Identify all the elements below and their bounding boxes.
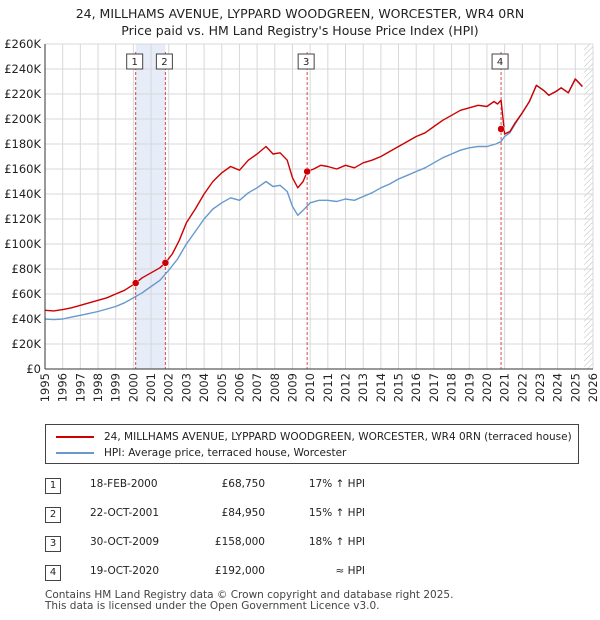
- x-tick-label: 2012: [339, 373, 353, 402]
- y-tick-label: £240K: [4, 62, 41, 76]
- sale-marker-label: 1: [131, 57, 137, 68]
- x-tick-label: 2019: [462, 373, 476, 402]
- sale-number-badge: 4: [45, 565, 61, 581]
- chart-title: 24, MILLHAMS AVENUE, LYPPARD WOODGREEN, …: [0, 5, 600, 39]
- sale-marker-box: [491, 53, 509, 70]
- x-tick-label: 2010: [303, 373, 317, 402]
- y-tick-label: £120K: [4, 212, 41, 226]
- sale-date: 18-FEB-2000: [90, 478, 158, 490]
- sale-marker-label: 4: [497, 57, 503, 68]
- property-series-line: [44, 78, 583, 312]
- sale-point: [497, 125, 505, 133]
- x-tick-label: 2025: [568, 373, 582, 402]
- shaded-period: [135, 44, 166, 369]
- x-tick-label: 2000: [126, 373, 140, 402]
- footer-licence: This data is licensed under the Open Gov…: [45, 600, 380, 612]
- x-tick-label: 2006: [232, 373, 246, 402]
- y-tick-label: £60K: [12, 287, 42, 301]
- x-tick-label: 1999: [109, 373, 123, 402]
- sale-point: [303, 167, 311, 176]
- sale-marker-box: [155, 53, 173, 70]
- x-tick-label: 2021: [498, 373, 512, 402]
- x-tick-label: 2023: [533, 373, 547, 402]
- y-tick-label: £140K: [4, 187, 41, 201]
- x-tick-label: 2015: [392, 373, 406, 402]
- x-tick-label: 2005: [215, 373, 229, 402]
- x-tick-label: 2013: [356, 373, 370, 402]
- x-tick-label: 2026: [586, 373, 600, 402]
- sale-price: £158,000: [214, 536, 265, 548]
- sale-number-badge: 3: [45, 536, 61, 552]
- legend-swatch-hpi: [56, 452, 94, 454]
- sale-hpi-comparison: 17% ↑ HPI: [308, 478, 365, 490]
- y-tick-label: £220K: [4, 87, 41, 101]
- x-tick-label: 2014: [374, 373, 388, 402]
- x-tick-label: 2018: [445, 373, 459, 402]
- sale-point: [161, 259, 170, 267]
- y-tick-label: £160K: [4, 162, 41, 176]
- sale-point: [131, 279, 140, 287]
- legend-swatch-property: [56, 436, 94, 438]
- footer-copyright: Contains HM Land Registry data © Crown c…: [45, 589, 454, 601]
- legend-label-property: 24, MILLHAMS AVENUE, LYPPARD WOODGREEN, …: [104, 431, 572, 443]
- y-tick-label: £100K: [4, 237, 41, 251]
- sale-date: 30-OCT-2009: [90, 536, 159, 548]
- x-tick-label: 1996: [56, 373, 70, 402]
- title-line-1: 24, MILLHAMS AVENUE, LYPPARD WOODGREEN, …: [75, 6, 525, 21]
- legend-item-property: 24, MILLHAMS AVENUE, LYPPARD WOODGREEN, …: [56, 430, 572, 444]
- footer: Contains HM Land Registry data © Crown c…: [45, 590, 453, 612]
- sale-marker-box: [297, 53, 315, 70]
- x-tick-label: 2016: [409, 373, 423, 402]
- y-tick-label: £80K: [12, 262, 42, 276]
- sale-price: £192,000: [214, 565, 265, 577]
- sale-marker-label: 3: [303, 57, 309, 68]
- sale-date: 22-OCT-2001: [90, 507, 159, 519]
- forecast-hatch: [584, 44, 593, 369]
- legend: 24, MILLHAMS AVENUE, LYPPARD WOODGREEN, …: [45, 424, 579, 464]
- x-tick-label: 2024: [551, 373, 565, 402]
- x-tick-label: 2001: [144, 373, 158, 402]
- x-tick-label: 2007: [250, 373, 264, 402]
- x-tick-label: 2017: [427, 373, 441, 402]
- sale-price: £68,750: [221, 478, 265, 490]
- y-tick-label: £200K: [4, 112, 41, 126]
- sale-marker-label: 2: [161, 57, 167, 68]
- x-tick-label: 1997: [73, 373, 87, 402]
- title-line-2: Price paid vs. HM Land Registry's House …: [121, 23, 479, 38]
- price-chart: 1 2 3 4 £0 £20K £40K £60K £80K £100K £120K £140K £1…: [4, 37, 600, 402]
- x-tick-label: 1995: [38, 373, 52, 402]
- x-tick-label: 1998: [91, 373, 105, 402]
- sale-date: 19-OCT-2020: [90, 565, 159, 577]
- y-tick-label: £40K: [12, 312, 42, 326]
- sale-number-badge: 1: [45, 478, 61, 494]
- sale-hpi-comparison: 15% ↑ HPI: [308, 507, 365, 519]
- legend-item-hpi: HPI: Average price, terraced house, Worc…: [56, 446, 346, 460]
- y-tick-label: £260K: [4, 37, 41, 51]
- y-tick-label: £20K: [12, 337, 42, 351]
- y-tick-label: £0: [26, 362, 41, 376]
- sale-price: £84,950: [221, 507, 265, 519]
- sale-marker-box: [126, 53, 144, 70]
- x-tick-label: 2002: [162, 373, 176, 402]
- legend-label-hpi: HPI: Average price, terraced house, Worc…: [104, 447, 347, 459]
- x-tick-label: 2022: [515, 373, 529, 402]
- y-tick-label: £180K: [4, 137, 41, 151]
- x-tick-label: 2003: [179, 373, 193, 402]
- x-tick-label: 2011: [321, 373, 335, 402]
- x-tick-label: 2009: [285, 373, 299, 402]
- x-tick-label: 2020: [480, 373, 494, 402]
- sale-hpi-comparison: 18% ↑ HPI: [308, 536, 365, 548]
- hpi-series-line: [44, 78, 583, 321]
- x-tick-label: 2004: [197, 373, 211, 402]
- sale-hpi-comparison: ≈ HPI: [335, 565, 365, 577]
- x-tick-label: 2008: [268, 373, 282, 402]
- sale-number-badge: 2: [45, 507, 61, 523]
